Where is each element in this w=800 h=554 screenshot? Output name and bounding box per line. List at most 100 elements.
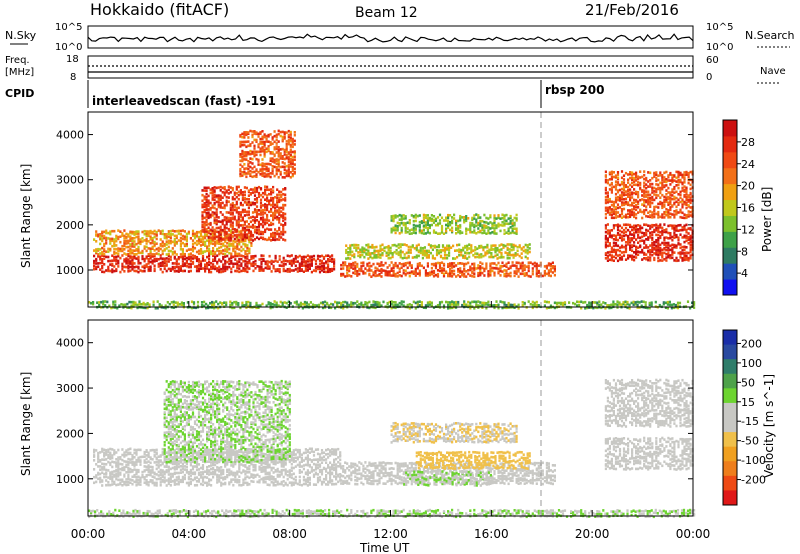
range-gate-cell — [113, 473, 116, 477]
range-gate-cell — [408, 264, 411, 267]
range-gate-cell — [352, 271, 355, 275]
range-gate-cell — [165, 253, 168, 256]
range-gate-cell — [222, 249, 225, 252]
range-gate-cell — [614, 303, 617, 306]
range-gate-cell — [139, 455, 142, 459]
range-gate-cell — [153, 254, 156, 258]
range-gate-cell — [404, 263, 407, 267]
range-gate-cell — [263, 162, 266, 166]
range-gate-cell — [225, 303, 228, 307]
range-gate-cell — [119, 481, 122, 485]
range-gate-cell — [103, 263, 106, 266]
range-gate-cell — [117, 235, 120, 239]
range-gate-cell — [620, 196, 624, 199]
range-gate-cell — [354, 261, 357, 264]
range-gate-cell — [296, 267, 299, 270]
range-gate-cell — [414, 307, 417, 310]
range-gate-cell — [394, 214, 397, 217]
range-gate-cell — [612, 171, 615, 174]
range-gate-cell — [147, 262, 150, 265]
range-gate-cell — [177, 229, 180, 233]
range-gate-cell — [665, 256, 668, 259]
range-gate-cell — [418, 262, 421, 265]
range-gate-cell — [487, 231, 490, 235]
range-gate-cell — [284, 193, 287, 197]
range-gate-cell — [290, 262, 293, 265]
range-gate-cell — [111, 262, 114, 266]
range-gate-cell — [294, 254, 297, 258]
range-gate-cell — [143, 245, 146, 248]
range-gate-cell — [410, 228, 413, 231]
range-gate-cell — [255, 188, 259, 191]
range-gate-cell — [207, 186, 210, 190]
range-gate-cell — [272, 222, 275, 226]
range-gate-cell — [622, 198, 626, 201]
range-gate-cell — [614, 250, 618, 254]
range-gate-cell — [333, 262, 336, 265]
range-gate-cell — [516, 253, 519, 256]
range-gate-cell — [627, 240, 630, 244]
range-gate-cell — [276, 218, 279, 221]
range-gate-cell — [314, 259, 318, 263]
range-gate-cell — [241, 238, 244, 241]
range-gate-cell — [285, 143, 288, 146]
range-gate-cell — [167, 252, 170, 256]
range-gate-cell — [127, 475, 130, 479]
range-gate-cell — [117, 254, 120, 258]
range-gate-cell — [245, 306, 248, 309]
range-gate-cell — [541, 274, 544, 278]
range-gate-cell — [251, 157, 254, 161]
range-gate-cell — [97, 265, 100, 268]
range-gate-cell — [95, 463, 98, 466]
range-gate-cell — [191, 245, 195, 249]
range-gate-cell — [241, 165, 244, 168]
range-gate-cell — [125, 257, 128, 260]
range-gate-cell — [390, 303, 393, 306]
range-gate-cell — [651, 201, 654, 205]
range-gate-cell — [211, 214, 214, 217]
range-gate-cell — [451, 306, 454, 310]
range-gate-cell — [331, 257, 334, 261]
range-gate-cell — [107, 247, 110, 251]
range-gate-cell — [254, 267, 257, 270]
range-gate-cell — [461, 231, 464, 234]
range-gate-cell — [649, 171, 652, 175]
range-gate-cell — [469, 224, 472, 227]
range-gate-cell — [624, 244, 628, 247]
range-gate-cell — [435, 251, 439, 255]
range-gate-cell — [606, 244, 609, 248]
range-gate-cell — [249, 304, 252, 307]
range-gate-cell — [471, 216, 474, 220]
range-gate-cell — [274, 256, 277, 260]
range-gate-cell — [645, 199, 648, 202]
range-gate-cell — [489, 215, 492, 219]
range-gate-cell — [263, 145, 266, 148]
range-gate-cell — [608, 213, 611, 216]
range-gate-cell — [508, 251, 511, 254]
range-gate-cell — [291, 142, 294, 146]
range-gate-cell — [479, 273, 482, 277]
range-gate-cell — [218, 242, 221, 245]
range-gate-cell — [243, 158, 246, 161]
range-gate-cell — [208, 251, 211, 255]
range-gate-cell — [253, 194, 257, 197]
range-gate-cell — [654, 300, 657, 304]
range-gate-cell — [606, 198, 609, 202]
range-gate-cell — [221, 201, 224, 205]
range-gate-cell — [669, 254, 672, 257]
range-gate-cell — [477, 271, 480, 275]
range-gate-cell — [109, 463, 112, 467]
range-gate-cell — [475, 267, 478, 270]
range-gate-cell — [655, 187, 658, 191]
range-gate-cell — [655, 233, 658, 237]
range-gate-cell — [629, 230, 632, 234]
range-gate-cell — [503, 232, 506, 235]
range-gate-cell — [139, 476, 142, 480]
range-gate-cell — [245, 300, 248, 304]
range-gate-cell — [418, 272, 421, 275]
range-gate-cell — [277, 155, 280, 158]
range-gate-cell — [270, 210, 273, 213]
range-gate-cell — [113, 240, 116, 244]
range-gate-cell — [673, 236, 676, 239]
range-gate-cell — [254, 259, 257, 263]
